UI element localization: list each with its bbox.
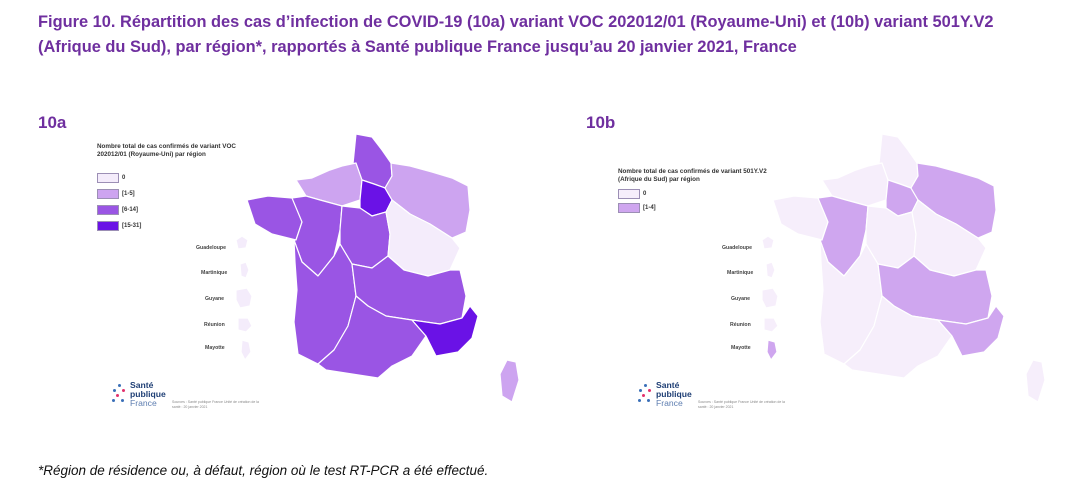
legend-swatch [97, 205, 119, 215]
overseas-label-10a: Martinique [201, 270, 228, 276]
overseas-label-10b: Réunion [730, 322, 751, 328]
source-note-10b: Sources : Santé publique France Unité de… [698, 400, 785, 409]
logo-dots-icon [638, 383, 652, 406]
region-mayotte [766, 339, 778, 361]
legend-swatch [97, 189, 119, 199]
logo-text: Santé publique France [130, 380, 166, 408]
map-10a [235, 133, 520, 403]
figure-title: Figure 10. Répartition des cas d’infecti… [38, 13, 994, 56]
legend-swatch [97, 221, 119, 231]
region-mayotte [240, 339, 252, 361]
legend-swatch [97, 173, 119, 183]
legend-label: 0 [122, 175, 126, 181]
legend-label: [15-31] [122, 223, 142, 229]
overseas-label-10b: Mayotte [731, 345, 751, 351]
region-grand-est [384, 162, 471, 239]
region-guyane [761, 287, 779, 309]
legend-item-10a-0: 0 [97, 173, 125, 183]
overseas-label-10b: Martinique [727, 270, 754, 276]
region-corse [499, 359, 520, 403]
legend-label: 0 [643, 191, 647, 197]
legend-label: [1-5] [122, 191, 135, 197]
legend-title-10a: Nombre total de cas confirmés de variant… [97, 143, 236, 158]
logo-dots-icon [112, 383, 126, 406]
legend-item-10a-3: [15-31] [97, 221, 141, 231]
region-guyane [235, 287, 253, 309]
overseas-label-10b: Guadeloupe [722, 245, 752, 251]
panel-label-10b: 10b [586, 113, 616, 132]
region-paca [937, 305, 1005, 357]
legend-label: [1-4] [643, 205, 656, 211]
region-reunion [763, 317, 779, 333]
region-guadeloupe [235, 235, 249, 250]
legend-item-10a-2: [6-14] [97, 205, 138, 215]
overseas-label-10a: Guyane [205, 296, 225, 302]
region-martinique [765, 261, 776, 279]
overseas-label-10a: Mayotte [205, 345, 225, 351]
legend-swatch [618, 189, 640, 199]
legend-swatch [618, 203, 640, 213]
legend-label: [6-14] [122, 207, 139, 213]
logo-text: Santé publique France [656, 380, 692, 408]
region-corse [1025, 359, 1046, 403]
region-grand-est [910, 162, 997, 239]
legend-item-10b-0: 0 [618, 189, 646, 199]
footnote: *Région de résidence ou, à défaut, régio… [38, 463, 489, 478]
santepubliquefrance-logo-10a: Santé publique France [112, 381, 166, 408]
legend-title-10b: Nombre total de cas confirmés de variant… [618, 168, 767, 183]
map-10b [761, 133, 1046, 403]
region-bfc [911, 199, 987, 277]
region-bfc [385, 199, 461, 277]
region-martinique [239, 261, 250, 279]
region-guadeloupe [761, 235, 775, 250]
overseas-label-10b: Guyane [731, 296, 751, 302]
panel-label-10a: 10a [38, 113, 67, 132]
overseas-label-10a: Guadeloupe [196, 245, 226, 251]
santepubliquefrance-logo-10b: Santé publique France [638, 381, 692, 408]
region-reunion [237, 317, 253, 333]
region-paca [411, 305, 479, 357]
source-note-10a: Sources : Santé publique France Unité de… [172, 400, 259, 409]
overseas-label-10a: Réunion [204, 322, 225, 328]
legend-item-10a-1: [1-5] [97, 189, 135, 199]
legend-item-10b-1: [1-4] [618, 203, 656, 213]
